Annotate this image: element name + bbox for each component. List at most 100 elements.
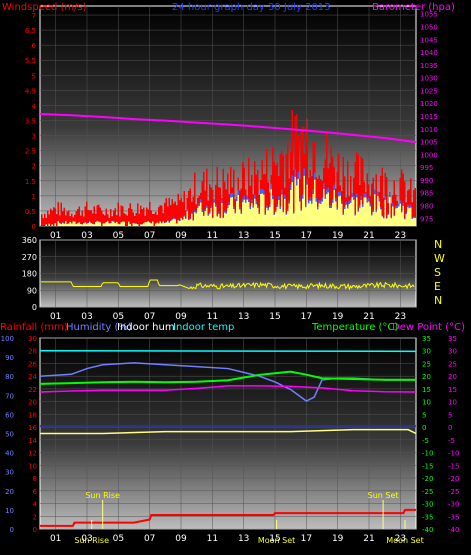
wind-mid-bar [257, 205, 259, 210]
wind-average-bar [356, 197, 358, 226]
wind-average-bar [174, 219, 176, 226]
wind-average-bar [312, 194, 314, 226]
rainfall-tick-label: 4 [33, 501, 38, 509]
wind-gust-bar [219, 187, 221, 226]
wind-mid-bar [336, 207, 338, 212]
wind-mid-bar [389, 192, 391, 200]
windspeed-tick-label: 1 [32, 193, 36, 201]
wind-average-bar [72, 221, 74, 226]
wind-mid-bar [351, 192, 353, 200]
x-tick-label: 07 [144, 231, 155, 241]
wind-average-bar [290, 190, 292, 226]
wind-mid-bar [327, 187, 329, 196]
wind-average-bar [267, 210, 269, 226]
wind-gust-bar [167, 206, 169, 226]
windspeed-tick-label: 0 [32, 223, 36, 231]
wind-mid-bar [324, 194, 326, 202]
wind-gust-bar [401, 169, 403, 226]
wind-mid-bar [159, 220, 161, 222]
wind-average-bar [332, 202, 334, 226]
rainfall-tick-label: 0 [33, 526, 37, 534]
wind-gust-bar [71, 213, 73, 226]
barometer-tick-label: 1035 [420, 62, 438, 70]
wind-mid-bar [237, 190, 239, 198]
wind-gust-bar [113, 210, 115, 226]
wind-average-bar [246, 199, 248, 226]
wind-mid-bar [65, 220, 67, 222]
direction-grid [40, 239, 416, 308]
wind-mid-bar [182, 218, 184, 221]
wind-average-bar [98, 221, 100, 226]
wind-gust-bar [132, 212, 134, 226]
wind-mid-bar [195, 211, 197, 215]
wind-average-bar [170, 221, 172, 226]
wind-gust-bar [155, 211, 157, 226]
wind-mid-bar [114, 222, 116, 224]
wind-gust-bar [87, 209, 89, 226]
compass-label: E [434, 280, 441, 293]
wind-mid-bar [225, 211, 227, 215]
wind-gust-bar [224, 181, 226, 226]
wind-gust-bar [282, 155, 284, 226]
wind-gust-bar [141, 209, 143, 226]
wind-mid-bar [72, 220, 74, 222]
indoor-temp-line [39, 349, 417, 353]
wind-mid-bar [191, 211, 193, 215]
dew-point-tick-label: 25 [448, 360, 457, 368]
wind-gust-bar [242, 162, 244, 226]
wind-mid-bar [179, 220, 181, 222]
windspeed-tick-label: 0.5 [25, 208, 36, 216]
wind-average-bar [147, 221, 149, 226]
wind-mid-bar [390, 217, 392, 219]
wind-average-bar [410, 207, 412, 226]
wind-average-bar [200, 202, 202, 226]
wind-gust-bar [89, 210, 91, 226]
wind-gust-bar [201, 181, 203, 226]
wind-average-bar [167, 220, 169, 226]
barometer-tick-label: 1000 [420, 151, 438, 159]
wind-gust-bar [272, 147, 274, 226]
wind-gust-bar [227, 173, 229, 226]
wind-average-bar [408, 208, 410, 226]
x-tick-label: 09 [175, 231, 187, 241]
wind-mid-bar [317, 206, 319, 211]
wind-gust-bar [98, 204, 100, 226]
temperature-tick-label: -5 [422, 437, 429, 445]
wind-average-bar [132, 223, 134, 226]
wind-mid-bar [71, 223, 73, 224]
wind-mid-bar [380, 206, 382, 211]
wind-mid-bar [266, 205, 268, 210]
barometer-line [39, 112, 417, 144]
wind-mid-bar [368, 197, 370, 204]
wind-average-bar [282, 212, 284, 226]
wind-mid-bar [371, 213, 373, 217]
barometer-axis-label: Barometer (hpa) [372, 2, 455, 13]
wind-mid-bar [176, 223, 178, 224]
wind-gust-bar [119, 216, 121, 226]
wind-mid-bar [98, 221, 100, 223]
wind-average-bar [197, 208, 199, 226]
wind-average-bar [348, 204, 350, 226]
dew-point-tick-label: -35 [448, 513, 459, 521]
wind-mid-bar [162, 220, 164, 222]
wind-average-bar [324, 198, 326, 226]
chart-title: 24 hour graph day 30 July 2013 [172, 2, 331, 13]
wind-average-bar [180, 218, 182, 226]
wind-average-bar [255, 204, 257, 226]
wind-gust-bar [216, 166, 218, 226]
wind-mid-bar [135, 223, 137, 224]
wind-gust-bar [324, 159, 326, 226]
temp-axes: 0246810121416182022242628300102030405060… [1, 335, 460, 544]
wind-mid-bar [254, 194, 256, 201]
wind-mid-bar [110, 222, 112, 224]
wind-mid-bar [210, 205, 212, 210]
wind-gust-bar [356, 152, 358, 226]
wind-mid-bar [347, 205, 349, 210]
wind-mid-bar [87, 222, 89, 224]
humidity-tick-label: 70 [5, 392, 14, 400]
wind-mid-bar [96, 220, 98, 222]
x-tick-label: 23 [395, 231, 406, 241]
wind-average-bar [405, 214, 407, 226]
wind-average-bar [185, 218, 187, 226]
wind-mid-bar [339, 191, 341, 199]
